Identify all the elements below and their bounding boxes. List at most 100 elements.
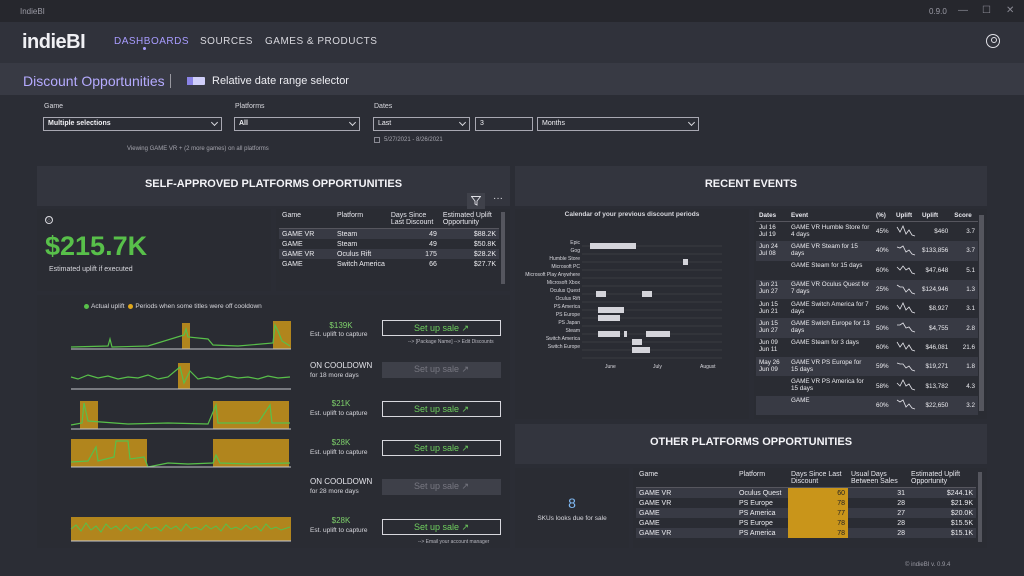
filter-funnel-icon[interactable] <box>467 193 485 209</box>
nav-sources[interactable]: SOURCES <box>200 36 253 47</box>
game-filter-label: Game <box>44 103 64 110</box>
game-select[interactable]: Multiple selections <box>43 117 222 131</box>
col-days-since[interactable]: Days Since Last Discount <box>387 210 440 229</box>
date-count-input[interactable]: 3 <box>475 117 533 131</box>
cooldown-dot-icon <box>128 303 134 309</box>
more-options-icon[interactable]: ··· <box>493 193 503 204</box>
events-scrollbar[interactable] <box>979 215 984 411</box>
info-icon[interactable]: ⓘ <box>45 216 53 224</box>
table-row[interactable]: May 26 Jun 09 GAME VR PS Europe for 15 da… <box>756 357 978 377</box>
cell-pct: 59% <box>873 357 893 377</box>
cell-usual-days: 27 <box>848 508 908 518</box>
cell-days: 49 <box>387 228 440 239</box>
table-row[interactable]: GAME VR Oculus Rift 175 $28.2K <box>279 249 499 259</box>
row4-amount: $28K <box>331 438 351 447</box>
maximize-button[interactable]: ☐ <box>982 5 991 16</box>
col-days-since[interactable]: Days Since Last Discount <box>788 469 848 488</box>
cell-dates: Jun 21 Jun 27 <box>756 279 788 300</box>
cell-usual-days: 28 <box>897 519 905 527</box>
cell-platform: Oculus Quest <box>736 487 788 498</box>
close-button[interactable]: ✕ <box>1006 5 1015 16</box>
cell-score: 3.1 <box>966 305 975 313</box>
col-platform[interactable]: Platform <box>736 469 788 488</box>
table-row[interactable]: GAME Steam 49 $50.8K <box>279 239 499 249</box>
cell-uplift: $15.1K <box>908 528 976 538</box>
cell-game: GAME VR <box>639 499 672 507</box>
date-range-checkbox[interactable] <box>374 137 380 143</box>
table-row[interactable]: GAME Steam for 15 days 60% $47,648 5.1 <box>756 261 978 280</box>
toggle-icon[interactable] <box>187 77 205 85</box>
cell-pct: 60% <box>876 343 889 351</box>
relative-date-toggle-label[interactable]: Relative date range selector <box>212 75 349 87</box>
table-row[interactable]: GAME VR Oculus Quest 60 31 $244.1K <box>636 487 976 498</box>
set-up-sale-button-disabled[interactable]: Set up sale ↗ <box>382 362 501 378</box>
user-circle-icon[interactable] <box>986 34 1000 48</box>
col-event[interactable]: Event <box>788 210 873 222</box>
set-up-sale-button[interactable]: Set up sale ↗ <box>382 401 501 417</box>
row5-cooldown-title: ON COOLDOWN <box>310 477 373 486</box>
nav-dashboards[interactable]: DASHBOARDS <box>114 36 190 47</box>
date-range-text: 5/27/2021 - 8/26/2021 <box>384 137 443 143</box>
uplift-sparkline <box>896 399 916 410</box>
calendar-platform-label: Steam <box>565 328 580 334</box>
col-score[interactable]: Score <box>951 210 978 222</box>
cell-score: 3.7 <box>966 228 975 236</box>
date-unit-select[interactable]: Months <box>537 117 699 131</box>
cell-platform: Steam <box>334 228 388 239</box>
table-row[interactable]: Jun 15 Jun 27 GAME Switch Europe for 13 d… <box>756 318 978 338</box>
table-row[interactable]: GAME 60% $22,650 3.2 <box>756 395 978 415</box>
col-dates[interactable]: Dates <box>756 210 788 222</box>
col-estimated-uplift[interactable]: Estimated Uplift Opportunity <box>439 210 499 229</box>
table-row[interactable]: GAME VR PS America 78 28 $15.1K <box>636 528 976 538</box>
col-pct[interactable]: (%) <box>873 210 893 222</box>
uplift-sparklines <box>70 321 291 542</box>
table-row[interactable]: GAME Switch America 66 $27.7K <box>279 259 499 269</box>
table-row[interactable]: Jun 24 Jul 08 GAME VR Steam for 15 days 40… <box>756 241 978 261</box>
set-up-sale-button-disabled[interactable]: Set up sale ↗ <box>382 479 501 495</box>
table-row[interactable]: Jun 15 Jun 21 GAME Switch America for 7 d… <box>756 299 978 318</box>
col-platform[interactable]: Platform <box>334 210 388 229</box>
cell-dates <box>756 395 788 415</box>
cell-uplift: $19,271 <box>919 357 952 377</box>
col-uplift-spark[interactable]: Uplift <box>893 210 919 222</box>
col-estimated-uplift[interactable]: Estimated Uplift Opportunity <box>908 469 976 488</box>
platforms-select[interactable]: All <box>234 117 360 131</box>
indiebi-logo[interactable]: indieBI <box>22 31 86 53</box>
uplift-sparkline <box>896 301 916 314</box>
set-up-sale-button[interactable]: Set up sale ↗ <box>382 519 501 535</box>
set-up-sale-button[interactable]: Set up sale ↗ <box>382 440 501 456</box>
nav-games-products[interactable]: GAMES & PRODUCTS <box>265 36 378 47</box>
cell-uplift-spark <box>893 395 919 415</box>
footer-version: © indieBI v. 0.9.4 <box>905 562 951 568</box>
table-row[interactable]: GAME VR Steam 49 $88.2K <box>279 228 499 239</box>
table-row[interactable]: Jul 16 Jul 19 GAME VR Humble Store for 4 … <box>756 222 978 242</box>
col-game[interactable]: Game <box>279 210 334 229</box>
set-up-sale-button[interactable]: Set up sale ↗ <box>382 320 501 336</box>
col-game[interactable]: Game <box>636 469 736 488</box>
col-usual-days[interactable]: Usual Days Between Sales <box>848 469 908 488</box>
top-navigation: indieBI DASHBOARDS SOURCES GAMES & PRODU… <box>0 22 1024 63</box>
other-platforms-table: Game Platform Days Since Last Discount U… <box>636 469 976 538</box>
date-count-value: 3 <box>480 120 484 127</box>
cell-event: GAME VR Oculus Quest for 7 days <box>788 279 873 300</box>
uplift-sparkline <box>896 224 916 237</box>
row1-amount: $139K <box>329 321 353 330</box>
table-scrollbar[interactable] <box>501 212 505 284</box>
cell-pct: 40% <box>873 241 893 261</box>
table-row[interactable]: Jun 21 Jun 27 GAME VR Oculus Quest for 7 … <box>756 279 978 300</box>
cell-uplift: $15.5K <box>950 519 973 527</box>
date-mode-select[interactable]: Last <box>373 117 470 131</box>
col-uplift[interactable]: Uplift <box>919 210 952 222</box>
minimize-button[interactable]: — <box>958 5 968 16</box>
table-row[interactable]: GAME PS America 77 27 $20.0K <box>636 508 976 518</box>
calendar-platform-label: Oculus Quest <box>549 288 580 294</box>
cell-uplift: $124,946 <box>919 279 952 300</box>
other-table-scrollbar[interactable] <box>978 472 982 542</box>
table-row[interactable]: GAME VR PS America for 15 days 58% $13,782… <box>756 376 978 395</box>
recent-events-title: RECENT EVENTS <box>704 178 798 190</box>
table-row[interactable]: GAME VR PS Europe 78 28 $21.9K <box>636 498 976 508</box>
skus-card <box>515 468 629 548</box>
table-row[interactable]: GAME PS Europe 78 28 $15.5K <box>636 518 976 528</box>
cell-event: GAME Steam for 3 days <box>791 339 859 347</box>
table-row[interactable]: Jun 09 Jun 11 GAME Steam for 3 days 60% $46… <box>756 338 978 357</box>
